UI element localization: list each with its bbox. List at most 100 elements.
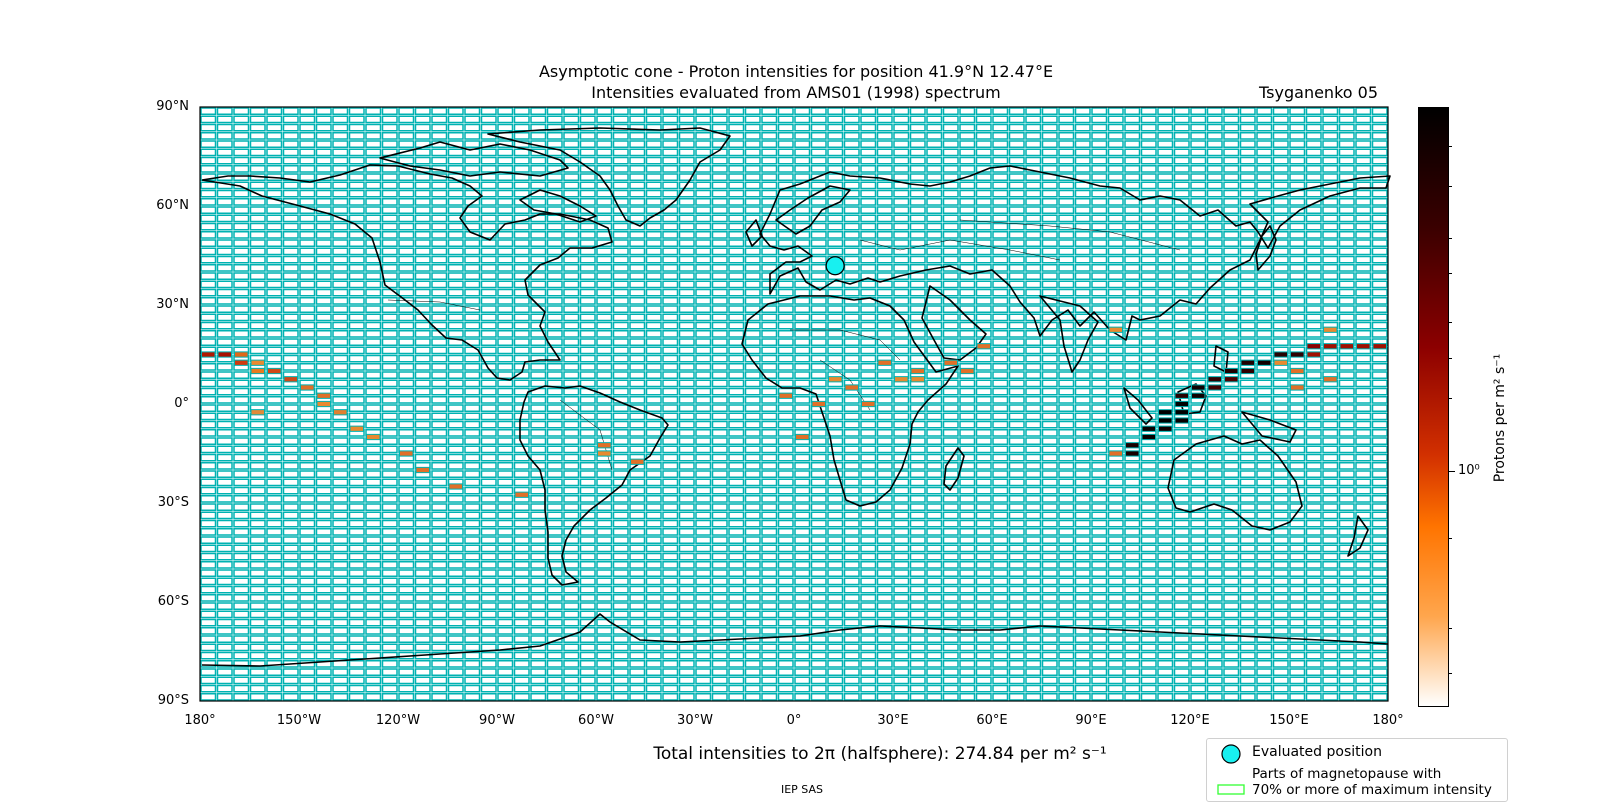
grid-cell bbox=[332, 437, 349, 445]
grid-cell bbox=[893, 561, 910, 569]
grid-cell bbox=[744, 330, 761, 338]
grid-cell bbox=[1173, 676, 1190, 685]
grid-cell bbox=[1074, 660, 1091, 668]
grid-cell bbox=[843, 676, 860, 685]
grid-cell bbox=[1322, 148, 1339, 157]
grid-cell bbox=[1041, 371, 1058, 379]
grid-cell bbox=[1256, 660, 1273, 668]
grid-cell bbox=[1008, 321, 1025, 330]
grid-cell bbox=[563, 305, 580, 313]
grid-cell bbox=[546, 569, 563, 577]
grid-cell bbox=[365, 643, 382, 652]
grid-cell bbox=[216, 594, 233, 602]
grid-cell bbox=[497, 478, 514, 487]
grid-cell bbox=[282, 429, 299, 437]
grid-cell bbox=[827, 544, 844, 553]
grid-cell bbox=[827, 453, 844, 462]
grid-cell bbox=[1041, 511, 1058, 520]
grid-cell bbox=[447, 305, 464, 313]
grid-cell bbox=[1025, 288, 1042, 297]
grid-cell bbox=[332, 338, 349, 346]
grid-cell bbox=[1107, 486, 1124, 495]
grid-cell bbox=[876, 123, 893, 132]
grid-cell bbox=[200, 387, 217, 396]
grid-cell bbox=[398, 173, 415, 181]
grid-cell bbox=[464, 132, 481, 140]
grid-cell bbox=[711, 495, 728, 503]
grid-cell bbox=[860, 453, 877, 462]
grid-cell bbox=[777, 305, 794, 313]
grid-cell bbox=[876, 165, 893, 173]
grid-cell bbox=[299, 313, 316, 322]
grid-cell bbox=[1008, 346, 1025, 355]
grid-cell bbox=[1190, 247, 1207, 256]
grid-cell bbox=[1173, 602, 1190, 610]
grid-cell bbox=[332, 379, 349, 388]
grid-cell bbox=[1322, 255, 1339, 264]
grid-cell bbox=[1239, 173, 1256, 181]
grid-cell bbox=[629, 561, 646, 569]
grid-cell bbox=[711, 264, 728, 272]
grid-cell bbox=[365, 330, 382, 338]
grid-cell bbox=[629, 610, 646, 619]
grid-cell bbox=[1058, 660, 1075, 668]
grid-cell bbox=[1041, 486, 1058, 495]
grid-cell bbox=[414, 222, 431, 231]
grid-cell bbox=[200, 371, 217, 379]
grid-cell bbox=[843, 684, 860, 693]
grid-cell bbox=[645, 511, 662, 520]
grid-cell bbox=[1025, 239, 1042, 247]
grid-cell bbox=[1107, 668, 1124, 676]
grid-cell bbox=[678, 470, 695, 478]
grid-cell bbox=[975, 412, 992, 421]
grid-cell bbox=[1107, 288, 1124, 297]
grid-cell bbox=[794, 330, 811, 338]
grid-cell bbox=[761, 354, 778, 363]
grid-cell bbox=[348, 462, 365, 470]
grid-cell bbox=[464, 330, 481, 338]
grid-cell bbox=[1107, 247, 1124, 256]
grid-cell bbox=[546, 404, 563, 412]
grid-cell bbox=[216, 437, 233, 445]
grid-cell bbox=[1206, 173, 1223, 181]
grid-cell bbox=[728, 297, 745, 305]
grid-cell bbox=[332, 321, 349, 330]
grid-cell bbox=[266, 140, 283, 148]
grid-cell bbox=[926, 396, 943, 404]
grid-cell bbox=[315, 371, 332, 379]
grid-cell bbox=[1190, 544, 1207, 553]
grid-cell bbox=[1074, 528, 1091, 536]
grid-cell bbox=[216, 371, 233, 379]
grid-cell bbox=[645, 635, 662, 643]
grid-cell bbox=[563, 396, 580, 404]
grid-cell bbox=[332, 635, 349, 643]
grid-cell bbox=[744, 503, 761, 511]
grid-cell bbox=[975, 594, 992, 602]
grid-cell bbox=[381, 363, 398, 371]
grid-cell bbox=[1305, 272, 1322, 280]
grid-cell bbox=[299, 181, 316, 190]
grid-cell bbox=[1190, 660, 1207, 668]
grid-cell bbox=[1041, 387, 1058, 396]
grid-cell bbox=[200, 272, 217, 280]
grid-cell bbox=[1223, 429, 1240, 437]
grid-cell bbox=[398, 618, 415, 627]
grid-cell bbox=[266, 420, 283, 429]
grid-cell bbox=[596, 387, 613, 396]
grid-cell bbox=[662, 280, 679, 289]
grid-cell bbox=[348, 330, 365, 338]
grid-cell bbox=[1041, 412, 1058, 421]
grid-cell bbox=[348, 297, 365, 305]
grid-cell bbox=[810, 478, 827, 487]
grid-cell bbox=[233, 668, 250, 676]
grid-cell bbox=[1091, 123, 1108, 132]
grid-cell bbox=[497, 651, 514, 660]
grid-cell bbox=[579, 189, 596, 198]
grid-cell bbox=[761, 544, 778, 553]
grid-cell bbox=[365, 379, 382, 388]
grid-cell bbox=[530, 569, 547, 577]
grid-cell bbox=[1008, 123, 1025, 132]
grid-cell bbox=[893, 643, 910, 652]
grid-cell bbox=[926, 198, 943, 206]
grid-cell bbox=[662, 610, 679, 619]
